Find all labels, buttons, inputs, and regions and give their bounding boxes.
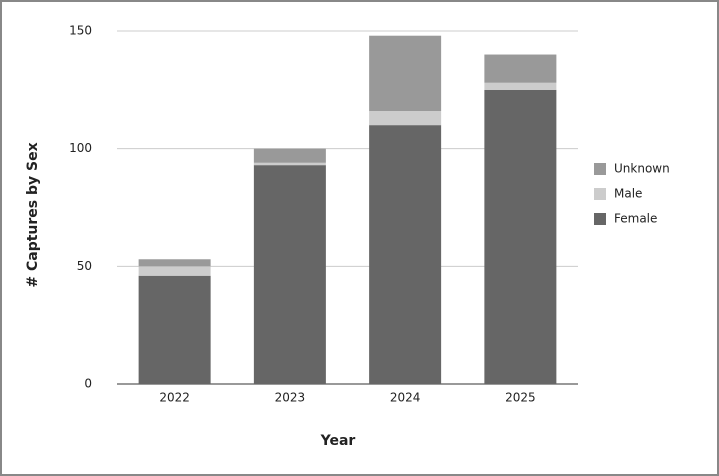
bar-segment [138, 275, 211, 384]
y-tick-label: 0 [84, 377, 92, 391]
bar-segment [484, 54, 557, 83]
bar-segment [253, 148, 326, 163]
legend-swatch [594, 188, 606, 200]
y-tick-label: 150 [69, 24, 92, 38]
bar-segment [484, 89, 557, 384]
y-axis-title: # Captures by Sex [25, 142, 41, 287]
bar-segment [369, 111, 442, 126]
bar-segment [138, 259, 211, 267]
x-tick-label: 2023 [275, 391, 306, 405]
x-tick-label: 2022 [159, 391, 190, 405]
y-tick-label: 50 [77, 259, 92, 273]
x-tick-label: 2025 [505, 391, 536, 405]
legend-label: Male [614, 187, 642, 201]
bar-segment [138, 266, 211, 276]
bar-segment [253, 162, 326, 166]
legend-label: Unknown [614, 162, 670, 176]
legend-label: Female [614, 212, 657, 226]
x-tick-label: 2024 [390, 391, 421, 405]
bar-segment [484, 82, 557, 90]
bar-segment [253, 165, 326, 384]
legend-swatch [594, 163, 606, 175]
legend-swatch [594, 213, 606, 225]
bar-segment [369, 125, 442, 384]
bar-segment [369, 35, 442, 112]
x-axis-title: Year [320, 433, 356, 449]
y-tick-label: 100 [69, 141, 92, 155]
